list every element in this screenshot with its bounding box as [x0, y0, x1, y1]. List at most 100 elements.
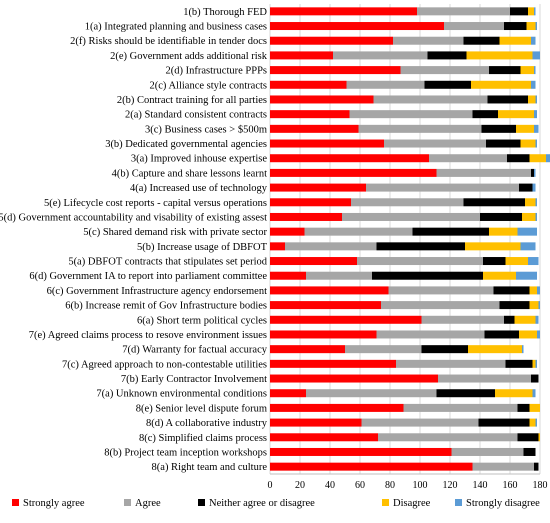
bar-segment: [270, 271, 306, 280]
bar-segment: [270, 124, 359, 133]
bar-segment: [520, 139, 536, 148]
bar-segment: [535, 212, 537, 221]
bar-segment: [517, 227, 537, 236]
bar-segment: [487, 95, 528, 104]
category-label: 3(b) Dedicated governmental agencies: [105, 139, 267, 150]
bar-segment: [403, 403, 518, 412]
bar-segment: [270, 403, 404, 412]
bar-segment: [421, 345, 468, 354]
bar-segment: [534, 66, 536, 75]
category-label: 2(b) Contract training for all parties: [117, 95, 267, 106]
bar-segment: [523, 447, 536, 456]
bar-segment: [528, 7, 534, 16]
bar-segment: [358, 124, 482, 133]
bar-segment: [270, 301, 381, 310]
bar-segment: [535, 95, 537, 104]
category-label: 1(a) Integrated planning and business ca…: [85, 22, 267, 33]
bar-segment: [376, 330, 485, 339]
bar-segment: [270, 110, 350, 119]
legend-swatch: [124, 499, 131, 506]
bar-segment: [388, 286, 494, 295]
bar-segment: [270, 447, 452, 456]
bar-segment: [424, 80, 471, 89]
bar-segment: [333, 51, 428, 60]
bar-segment: [270, 433, 378, 442]
bar-segment: [537, 330, 540, 339]
x-tick-label: 180: [533, 480, 548, 491]
bar-segment: [270, 212, 342, 221]
bar-segment: [270, 154, 429, 163]
bar-segment: [522, 212, 536, 221]
x-tick-label: 160: [503, 480, 518, 491]
bar-segment: [505, 359, 533, 368]
bar-segment: [373, 95, 488, 104]
bar-segment: [400, 66, 489, 75]
bar-segment: [438, 374, 531, 383]
category-label: 2(f) Risks should be identifiable in ten…: [70, 36, 267, 47]
bar-segment: [270, 242, 285, 251]
bar-segment: [436, 389, 495, 398]
bar-segment: [504, 315, 515, 324]
legend-label: Strongly agree: [23, 498, 85, 509]
category-label: 6(c) Government Infrastructure agency en…: [47, 286, 267, 297]
bar-segment: [378, 433, 518, 442]
bar-segment: [270, 418, 362, 427]
bar-segment: [483, 271, 516, 280]
bar-segment: [493, 286, 530, 295]
legend-label: Agree: [135, 498, 161, 509]
bar-segment: [531, 374, 539, 383]
category-label: 6(a) Short term political cycles: [137, 315, 267, 326]
bar-segment: [427, 51, 467, 60]
bar-segment: [520, 66, 534, 75]
bar-segment: [270, 139, 384, 148]
bar-segment: [270, 51, 333, 60]
bar-segment: [532, 183, 536, 192]
bar-segment: [535, 315, 539, 324]
category-label: 1(b) Thorough FED: [183, 7, 267, 18]
bar-segment: [528, 95, 536, 104]
bar-segment: [306, 271, 372, 280]
x-tick-label: 100: [413, 480, 428, 491]
category-label: 4(a) Increased use of technology: [130, 183, 268, 194]
bar-segment: [529, 403, 540, 412]
bar-segment: [270, 183, 366, 192]
x-tick-label: 20: [295, 480, 305, 491]
bar-segment: [499, 301, 530, 310]
bar-segment: [535, 198, 537, 207]
category-label: 7(c) Agreed approach to non-contestable …: [62, 359, 267, 370]
bar-segment: [529, 418, 536, 427]
bar-segment: [514, 315, 536, 324]
bar-segment: [510, 7, 528, 16]
bar-segment: [361, 418, 479, 427]
bar-segment: [507, 154, 530, 163]
bar-segment: [372, 271, 483, 280]
bar-segment: [270, 227, 305, 236]
category-label: 8(a) Right team and culture: [152, 462, 268, 473]
category-label: 5(c) Shared demand risk with private sec…: [83, 227, 267, 238]
bar-segment: [270, 7, 417, 16]
bar-segment: [345, 345, 422, 354]
category-label: 8(b) Project team inception workshops: [104, 447, 267, 458]
bar-segment: [534, 110, 537, 119]
bar-segment: [478, 418, 530, 427]
bar-segment: [546, 154, 550, 163]
bar-segment: [531, 80, 536, 89]
x-tick-label: 120: [443, 480, 458, 491]
category-label: 6(d) Government IA to report into parlia…: [29, 271, 267, 282]
bar-segment: [538, 433, 540, 442]
bar-segment: [471, 80, 531, 89]
bar-segment: [429, 154, 507, 163]
bar-segment: [531, 168, 534, 177]
legend-label: Strongly disagree: [466, 498, 540, 509]
bar-segment: [529, 154, 546, 163]
category-label: 8(c) Simplified claims process: [139, 433, 267, 444]
bar-segment: [489, 227, 518, 236]
bar-segment: [532, 51, 540, 60]
bar-segment: [351, 198, 464, 207]
bar-segment: [520, 242, 536, 251]
bar-segment: [270, 286, 389, 295]
bar-segment: [270, 374, 438, 383]
legend-label: Disagree: [393, 498, 431, 509]
x-tick-label: 40: [325, 480, 335, 491]
category-label: 6(b) Increase remit of Gov Infrastructur…: [65, 301, 267, 312]
